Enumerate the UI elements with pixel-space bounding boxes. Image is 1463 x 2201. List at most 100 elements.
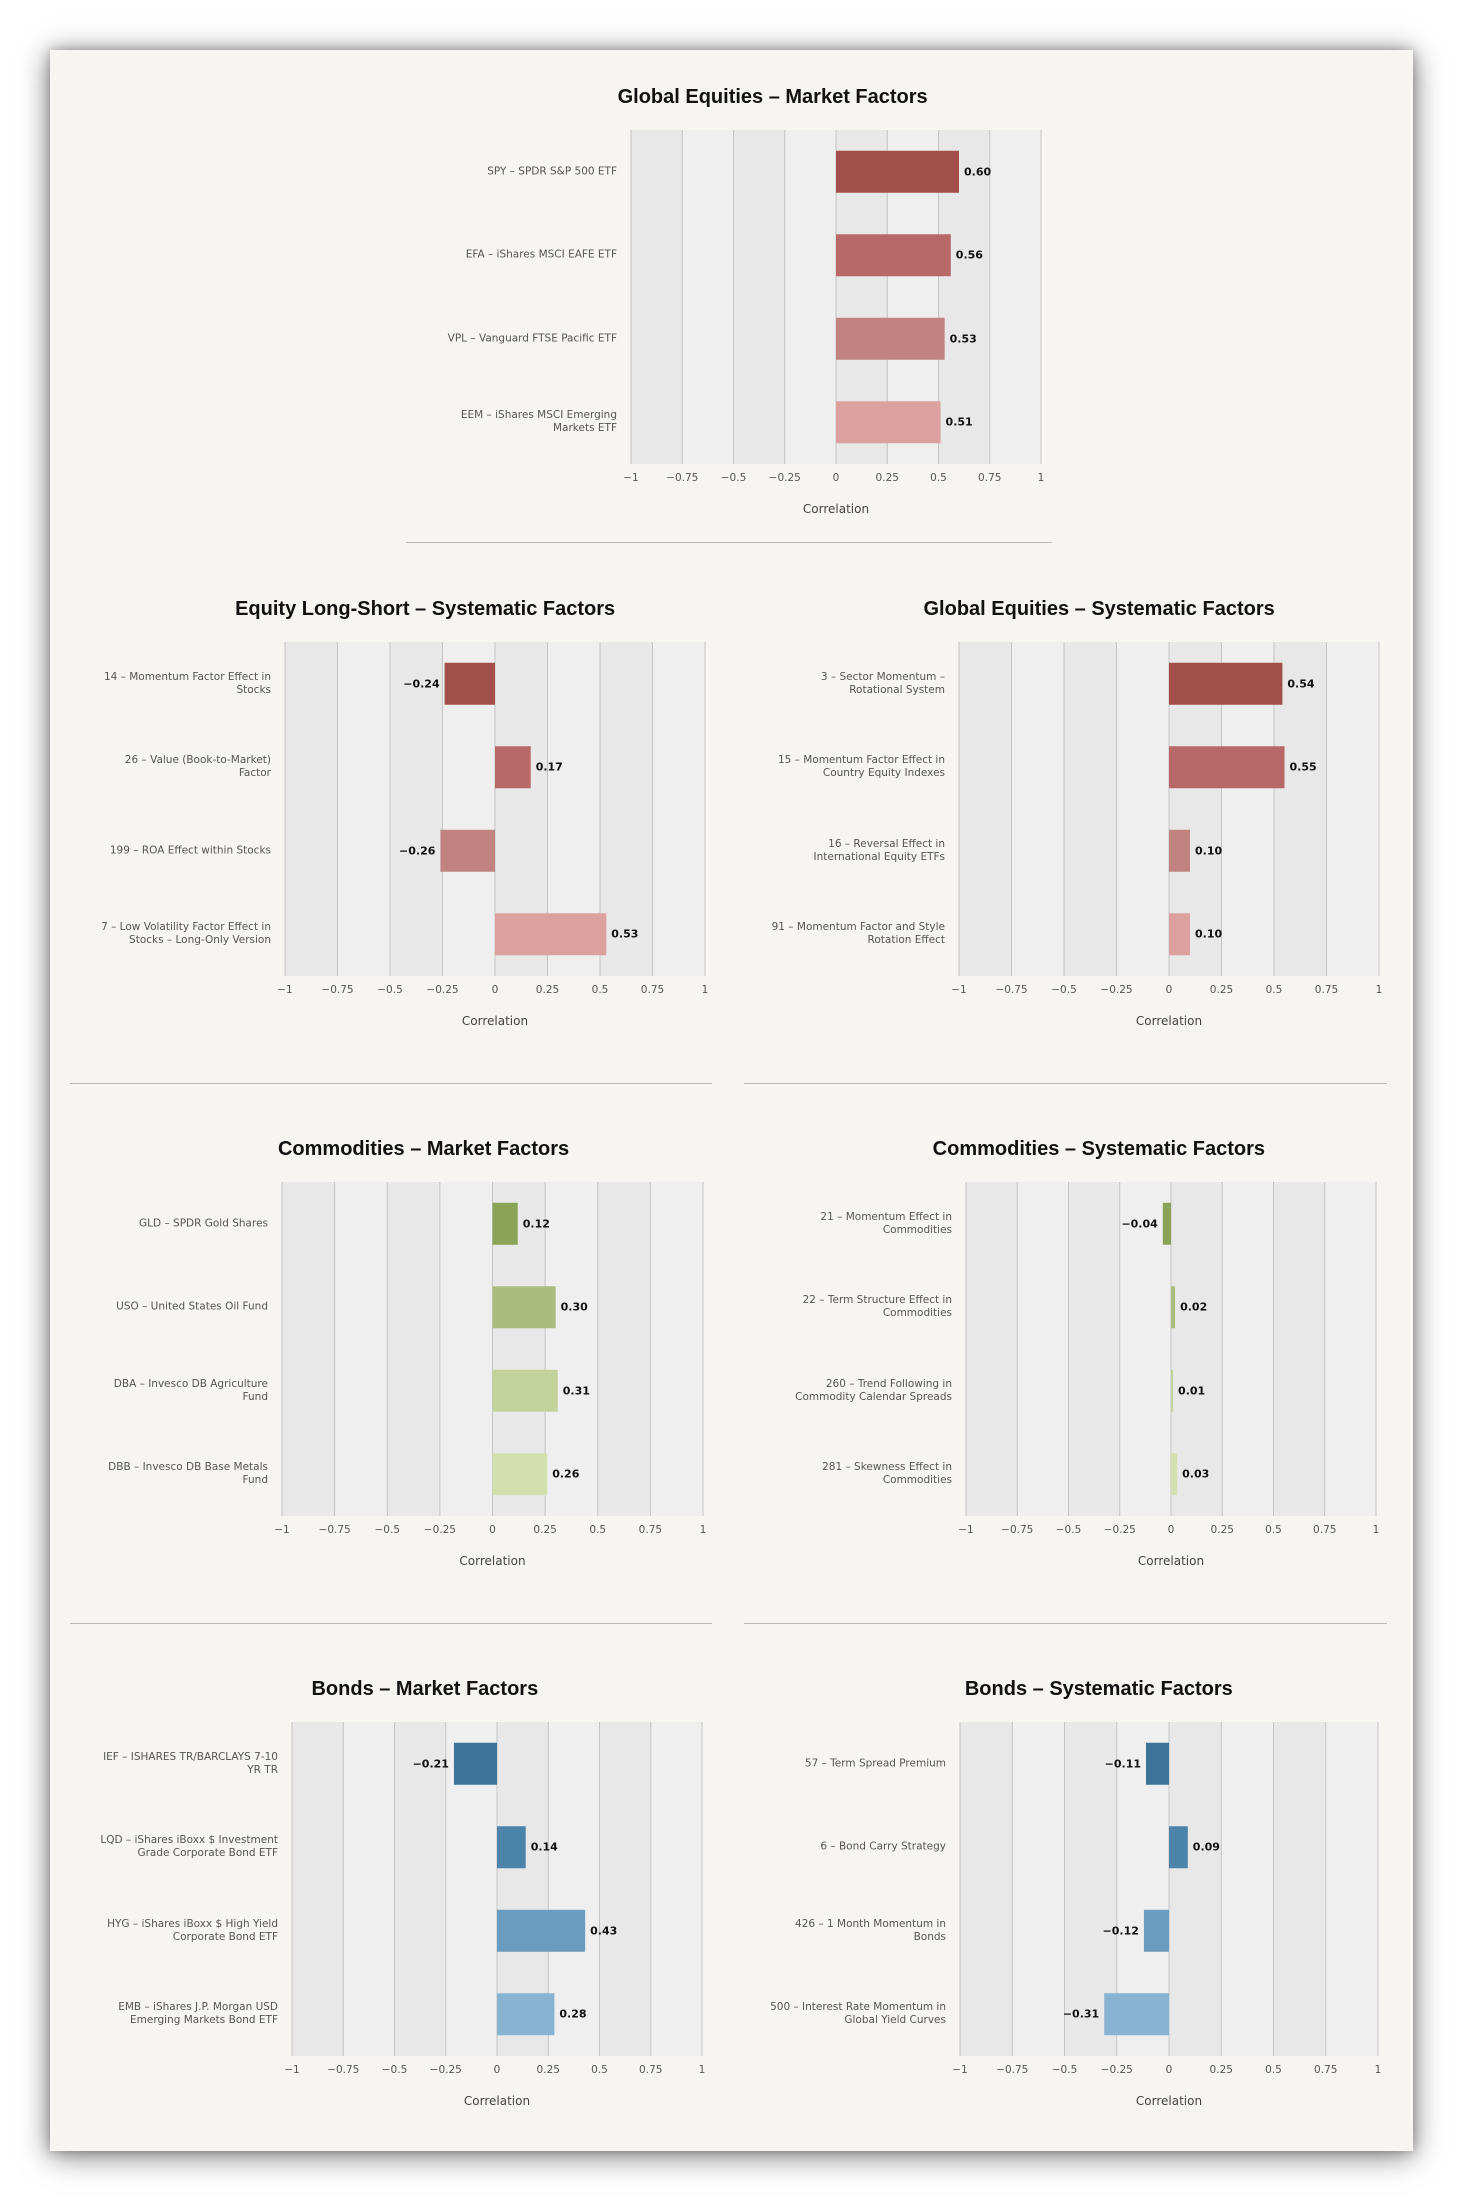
x-tick-label: −1 xyxy=(952,2064,968,2076)
chart-svg xyxy=(965,1182,1377,1516)
value-label: 0.53 xyxy=(611,927,639,941)
x-tick-label: −0.5 xyxy=(377,984,403,996)
x-tick-label: −0.25 xyxy=(429,2064,462,2076)
category-label: 281 – Skewness Effect in Commodities xyxy=(822,1461,952,1487)
grid-band xyxy=(989,130,1041,464)
grid-band xyxy=(966,1182,1018,1516)
grid-band xyxy=(959,642,1012,976)
bar xyxy=(1169,746,1285,789)
chart-title: Commodities – Systematic Factors xyxy=(932,1138,1266,1160)
chart-global-equities-market: Global Equities – Market Factors 0.60 SPY … xyxy=(436,80,1061,560)
category-label: USO – United States Oil Fund xyxy=(116,1300,268,1313)
value-label: 0.09 xyxy=(1192,1840,1220,1854)
value-label: 0.56 xyxy=(955,248,983,262)
x-tick-label: −0.75 xyxy=(1001,1524,1034,1536)
grid-band xyxy=(1222,1182,1274,1516)
value-label: 0.02 xyxy=(1180,1300,1208,1314)
bar xyxy=(497,1826,526,1869)
x-tick-label: 0.5 xyxy=(591,2064,608,2076)
x-tick-label: 0.25 xyxy=(875,472,899,484)
chart-commodities-systematic: Commodities – Systematic Factors −0.04 21 … xyxy=(744,1138,1396,1640)
grid-band xyxy=(1221,1722,1274,2056)
chart-title: Bonds – Market Factors xyxy=(311,1678,539,1700)
chart-svg xyxy=(958,642,1380,976)
value-label: 0.03 xyxy=(1182,1467,1210,1481)
chart-svg xyxy=(284,642,706,976)
grid-band xyxy=(1326,642,1379,976)
value-label: 0.60 xyxy=(964,165,992,179)
x-tick-label: −0.75 xyxy=(666,472,699,484)
value-label: 0.26 xyxy=(552,1467,580,1481)
grid-band xyxy=(1064,642,1117,976)
grid-band xyxy=(548,1722,600,2056)
grid-band xyxy=(597,1182,651,1516)
grid-band xyxy=(343,1722,395,2056)
x-tick-label: 0.75 xyxy=(640,984,665,996)
bar xyxy=(836,234,951,277)
x-tick-label: −0.25 xyxy=(1100,2064,1133,2076)
x-tick-label: −0.5 xyxy=(1055,1524,1082,1536)
x-tick-label: 0 xyxy=(493,2064,501,2076)
value-label: 0.55 xyxy=(1289,760,1317,774)
chart-equity-long-short-systematic: Equity Long-Short – Systematic Factors −0… xyxy=(70,598,725,1100)
x-tick-label: 1 xyxy=(1374,2064,1382,2076)
bar xyxy=(1169,829,1190,872)
category-label: EMB – iShares J.P. Morgan USD Emerging M… xyxy=(118,2001,278,2027)
chart-title: Global Equities – Market Factors xyxy=(617,86,928,108)
category-label: 14 – Momentum Factor Effect in Stocks xyxy=(103,670,271,696)
x-tick-label: 0.5 xyxy=(1265,984,1283,996)
x-tick-label: 0.75 xyxy=(1314,984,1339,996)
grid-band xyxy=(1325,1722,1378,2056)
grid-band xyxy=(650,1722,702,2056)
x-tick-label: −0.75 xyxy=(327,2064,360,2076)
bar xyxy=(495,746,531,789)
grid-band xyxy=(1273,1182,1325,1516)
bar xyxy=(492,1369,558,1412)
x-tick-label: −0.25 xyxy=(423,1524,456,1536)
x-tick-label: 1 xyxy=(1037,472,1045,484)
grid-band xyxy=(390,642,443,976)
x-tick-label: −0.75 xyxy=(318,1524,351,1536)
x-tick-label: 0 xyxy=(1165,2064,1173,2076)
grid-band xyxy=(1017,1182,1069,1516)
grid-band xyxy=(1068,1182,1120,1516)
value-label: 0.43 xyxy=(590,1924,618,1938)
value-label: 0.30 xyxy=(560,1300,588,1314)
chart-bonds-market: Bonds – Market Factors −0.21 IEF – ISHARES… xyxy=(70,1678,722,2180)
bar xyxy=(492,1202,518,1245)
category-label: 16 – Reversal Effect in International Eq… xyxy=(813,837,945,863)
grid-band xyxy=(631,130,683,464)
category-label: 7 – Low Volatility Factor Effect in Stoc… xyxy=(101,921,271,947)
x-axis-label: Correlation xyxy=(459,1554,526,1568)
x-axis-label: Correlation xyxy=(1137,1554,1205,1568)
category-label: VPL – Vanguard FTSE Pacific ETF xyxy=(447,332,617,345)
category-label: DBA – Invesco DB Agriculture Fund xyxy=(113,1377,268,1403)
section-divider xyxy=(744,1083,1387,1084)
x-tick-label: −0.25 xyxy=(1103,1524,1136,1536)
grid-band xyxy=(652,642,705,976)
grid-band xyxy=(682,130,734,464)
x-tick-label: 0.25 xyxy=(533,1524,557,1536)
category-label: EEM – iShares MSCI Emerging Markets ETF xyxy=(460,409,617,435)
x-tick-label: 1 xyxy=(1372,1524,1380,1536)
x-tick-label: 1 xyxy=(1375,984,1383,996)
grid-band xyxy=(1274,642,1327,976)
category-label: IEF – ISHARES TR/BARCLAYS 7-10 YR TR xyxy=(103,1750,278,1776)
grid-band xyxy=(337,642,390,976)
x-tick-label: 0.75 xyxy=(1313,1524,1337,1536)
grid-band xyxy=(784,130,836,464)
chart-title: Commodities – Market Factors xyxy=(277,1138,570,1160)
x-tick-label: 0 xyxy=(832,472,840,484)
grid-band xyxy=(1119,1182,1171,1516)
x-tick-label: 0.25 xyxy=(535,984,560,996)
value-label: −0.11 xyxy=(1104,1757,1141,1771)
section-divider xyxy=(744,1623,1387,1624)
x-axis-label: Correlation xyxy=(802,502,870,516)
value-label: −0.04 xyxy=(1121,1217,1158,1231)
value-label: −0.31 xyxy=(1062,2007,1100,2021)
grid-band xyxy=(292,1722,344,2056)
bar xyxy=(836,401,941,444)
category-label: EFA – iShares MSCI EAFE ETF xyxy=(465,248,617,261)
bar xyxy=(453,1742,497,1785)
chart-global-equities-systematic: Global Equities – Systematic Factors 0.54… xyxy=(744,598,1399,1100)
